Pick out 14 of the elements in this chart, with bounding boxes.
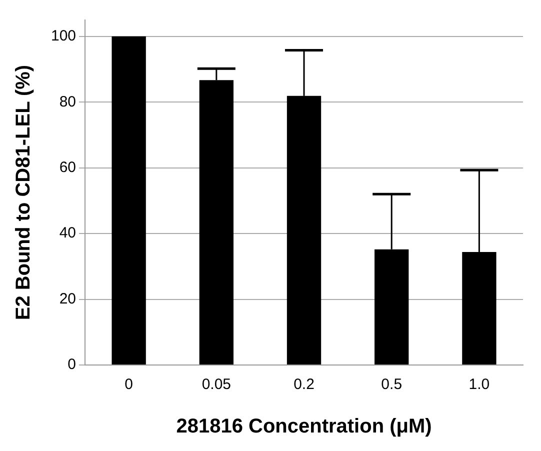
y-tick-label: 40 xyxy=(59,224,76,242)
y-tick-label: 20 xyxy=(59,290,76,308)
x-tick-label: 0 xyxy=(124,376,133,394)
x-tick-label: 1.0 xyxy=(468,376,490,394)
y-axis-title: E2 Bound to CD81-LEL (%) xyxy=(12,64,35,320)
x-axis-title: 281816 Concentration (μM) xyxy=(176,416,432,438)
y-tick-label: 0 xyxy=(68,356,76,374)
y-tick-label: 100 xyxy=(50,28,76,45)
y-tick-label: 60 xyxy=(59,159,76,176)
y-tick-label: 80 xyxy=(59,93,76,110)
x-tick-label: 0.2 xyxy=(294,376,314,394)
bar xyxy=(112,36,146,364)
x-tick-label: 0.5 xyxy=(381,376,402,394)
x-tick-label: 0.05 xyxy=(202,376,232,394)
